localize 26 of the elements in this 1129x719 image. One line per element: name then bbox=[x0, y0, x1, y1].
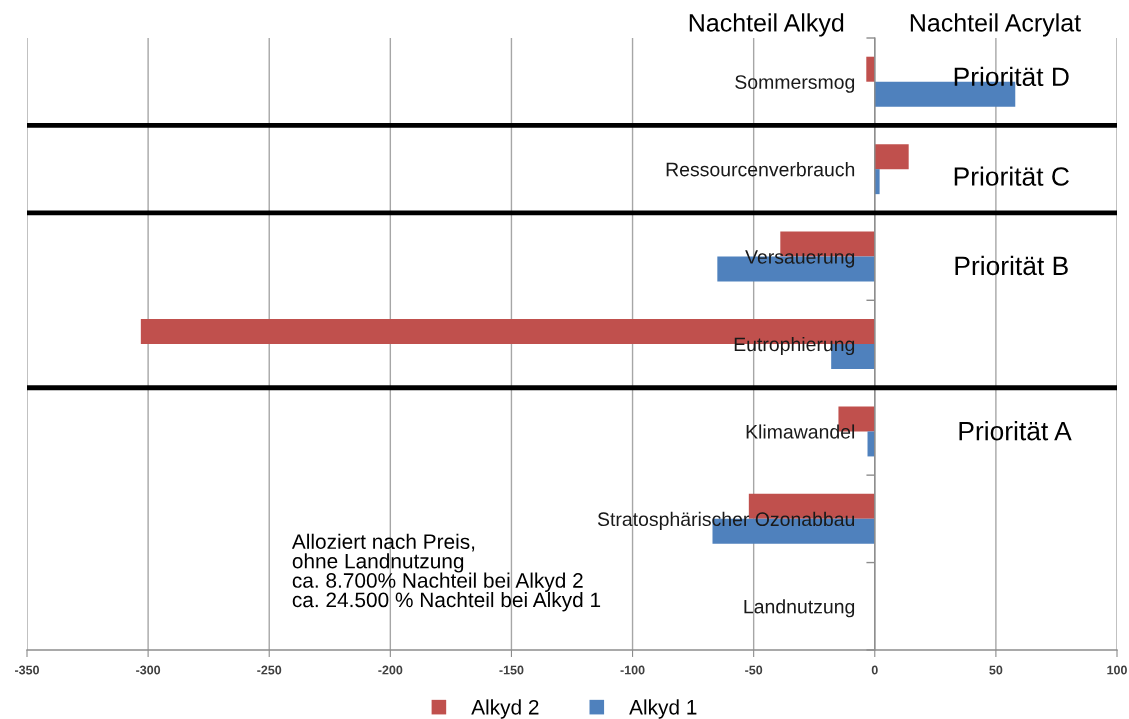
y-tick-label: Klimawandel bbox=[746, 424, 855, 439]
legend-label: Alkyd 1 bbox=[629, 699, 697, 719]
bar bbox=[866, 56, 875, 82]
y-tick-label: Sommersmog bbox=[735, 75, 855, 93]
x-tick-label: -200 bbox=[378, 665, 403, 675]
annotation: Priorität D bbox=[954, 66, 1069, 87]
x-tick-label: -300 bbox=[136, 665, 161, 675]
x-tick-label: 100 bbox=[1107, 665, 1127, 675]
x-tick-label: -150 bbox=[499, 665, 524, 675]
bar bbox=[874, 169, 880, 195]
x-tick-label: 0 bbox=[871, 665, 878, 675]
legend-label: Alkyd 2 bbox=[471, 699, 539, 719]
annotation: Priorität B bbox=[955, 255, 1068, 276]
x-tick-label: -100 bbox=[620, 665, 645, 675]
y-tick-label: Ressourcenverbrauch bbox=[666, 162, 855, 177]
x-tick-label: -250 bbox=[257, 665, 282, 675]
x-tick-label: -350 bbox=[14, 665, 39, 675]
text: Nachteil Alkyd bbox=[689, 13, 844, 37]
annotation: Alloziert nach Preis, ohne Landnutzung ca. 8.700% Nachteil bei Alkyd 2 ca. 24.500 % Nachteil bei Alkyd 1 bbox=[291, 533, 601, 612]
text: Nachteil Acrylat bbox=[910, 13, 1081, 37]
y-tick-label: Landnutzung bbox=[744, 599, 855, 618]
annotation: Priorität C bbox=[954, 166, 1069, 186]
x-tick-label: 50 bbox=[989, 665, 1003, 675]
bar bbox=[874, 144, 909, 170]
x-tick-label: -50 bbox=[745, 665, 763, 675]
annotation: Priorität A bbox=[959, 421, 1072, 441]
